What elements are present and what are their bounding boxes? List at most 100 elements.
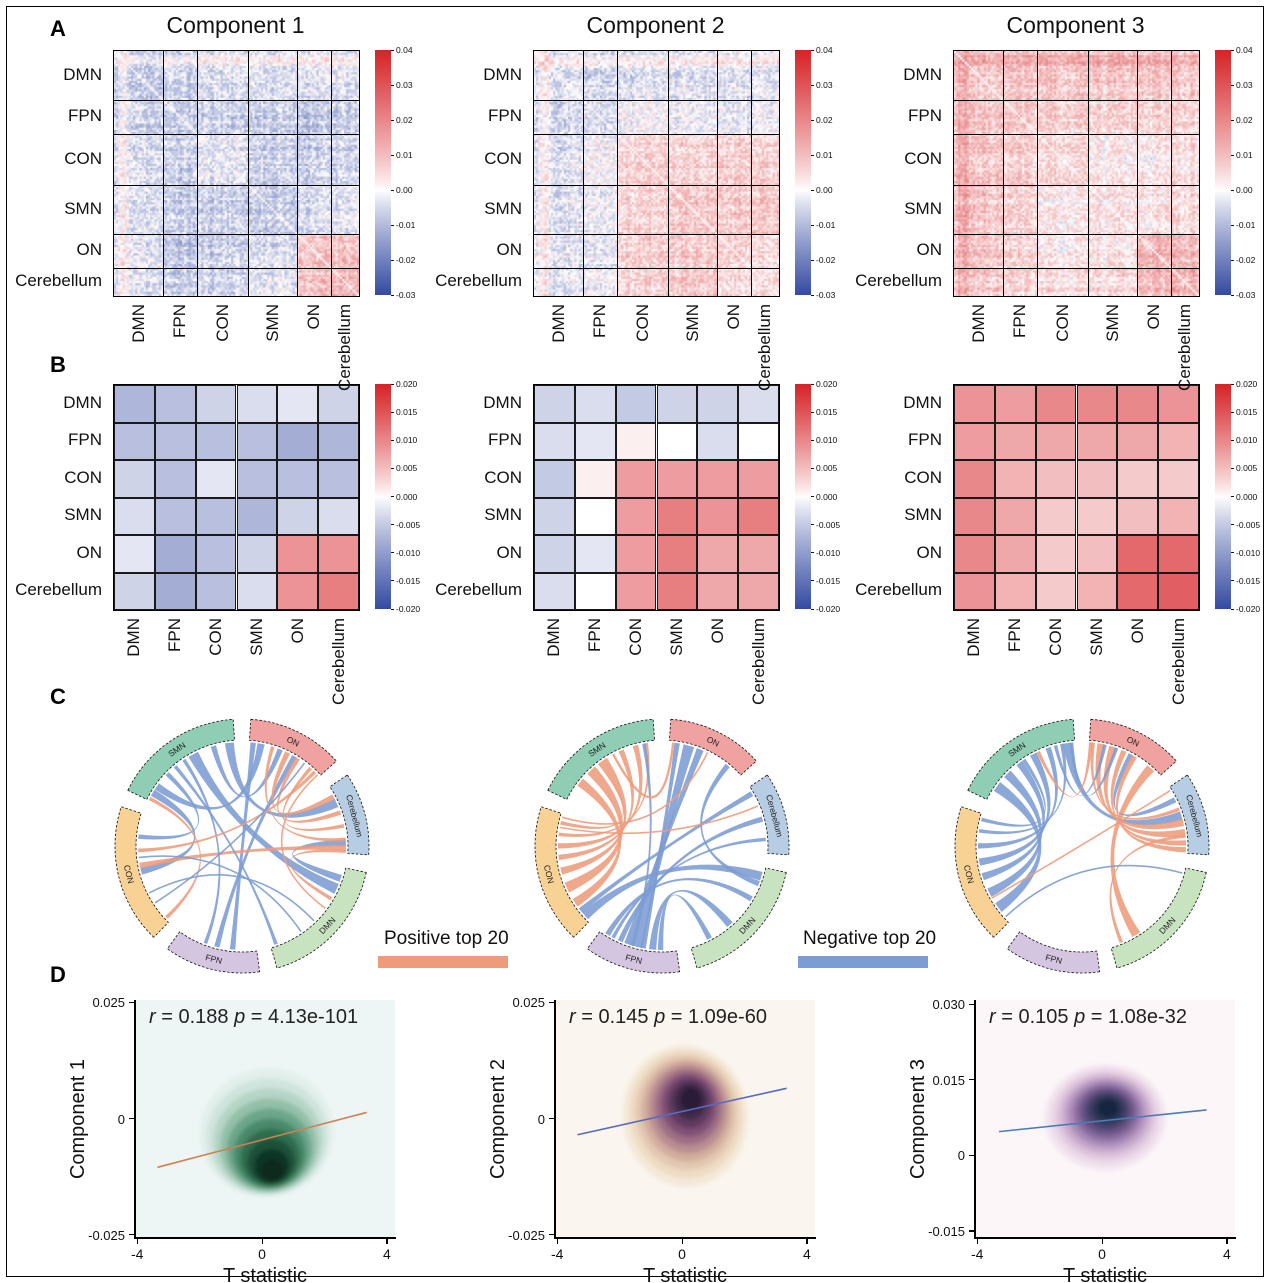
colorbar-tick-label: -0.010 <box>816 547 841 558</box>
network-cell <box>738 460 779 498</box>
x-tick-label: 4 <box>802 1246 811 1262</box>
network-cell <box>195 572 237 610</box>
chord-neg <box>210 745 283 798</box>
block-gridline <box>751 51 753 296</box>
chord-pos <box>1103 745 1186 838</box>
network-cell <box>994 385 1036 423</box>
density-plot-1 <box>135 1000 395 1237</box>
density-ring <box>260 1159 284 1182</box>
network-arc-fpn <box>586 931 681 974</box>
network-cell <box>697 460 739 498</box>
network-cell <box>574 460 616 498</box>
colorbar-tick-mark <box>391 496 394 497</box>
figure-border <box>6 6 1264 1277</box>
x-tick-mark <box>1226 1239 1228 1244</box>
x-tick-label: 0 <box>258 1246 266 1262</box>
network-cell <box>114 460 155 498</box>
network-arc-dmn <box>270 867 367 969</box>
network-arc-con <box>954 806 1009 938</box>
network-cell <box>277 385 319 423</box>
colorbar-tick-label: -0.010 <box>396 547 421 558</box>
panel-b-row-label: FPN <box>68 430 102 450</box>
network-arc-con <box>114 806 169 938</box>
network-cell <box>656 572 698 610</box>
panel-b-col-label: CON <box>206 618 226 656</box>
colorbar-tick-label: -0.01 <box>1236 220 1256 230</box>
panel-b-col-label: SMN <box>1086 618 1106 656</box>
x-tick-label: 4 <box>1222 1246 1231 1262</box>
colorbar-tick-mark <box>391 189 394 191</box>
network-cell <box>154 385 196 423</box>
edge-heatmap-1 <box>113 50 360 297</box>
network-cell <box>277 460 319 498</box>
block-gridline <box>297 51 299 296</box>
block-gridline <box>114 134 359 136</box>
colorbar-tick-mark <box>811 49 814 51</box>
network-cell <box>615 385 657 423</box>
stat-p-symbol: p <box>654 1006 666 1028</box>
network-cell <box>1076 422 1118 460</box>
chord-pos <box>1110 749 1186 846</box>
network-cell <box>656 535 698 573</box>
network-cell <box>1035 497 1077 535</box>
block-gridline <box>1037 51 1039 296</box>
colorbar-tick-label: -0.010 <box>1236 547 1261 558</box>
panel-b-col-label: Cerebellum <box>328 618 348 705</box>
panel-a-col-label: FPN <box>170 304 190 338</box>
panel-a-row-label: FPN <box>68 106 102 126</box>
network-cell <box>954 535 995 573</box>
network-cell <box>994 497 1036 535</box>
panel-b-row-label: Cerebellum <box>15 580 102 600</box>
network-cell <box>656 422 698 460</box>
network-cell <box>277 572 319 610</box>
chord-pos <box>277 757 342 823</box>
panel-a-col-label: FPN <box>590 304 610 338</box>
network-cell <box>236 385 278 423</box>
colorbar-tick-label: 0.02 <box>396 115 413 125</box>
x-tick-label: -4 <box>130 1246 144 1262</box>
panel-label-a: A <box>50 16 66 41</box>
colorbar-tick-label: -0.03 <box>396 290 416 300</box>
colorbar-tick-label: -0.01 <box>396 220 416 230</box>
x-axis-spine <box>554 1237 816 1239</box>
y-axis-spine <box>554 1000 556 1238</box>
network-cell <box>697 422 739 460</box>
panel-b-col-label: SMN <box>666 618 686 656</box>
y-axis-label: Component 2 <box>487 1058 509 1179</box>
panel-b-col-label: DMN <box>544 618 564 657</box>
panel-a-col-label: ON <box>724 304 744 330</box>
network-arc-smn <box>127 718 236 801</box>
chord-neg <box>987 770 1042 897</box>
legend-positive-label: Positive top 20 <box>384 928 509 949</box>
network-cell <box>697 385 739 423</box>
colorbar-tick-mark <box>391 524 394 526</box>
panel-b-col-label: FPN <box>165 618 185 652</box>
colorbar-tick-mark <box>811 259 814 261</box>
network-cell <box>615 460 657 498</box>
block-gridline <box>534 268 779 270</box>
network-cell <box>994 460 1036 498</box>
colorbar-tick-label: 0.04 <box>816 45 833 55</box>
colorbar-tick-label: -0.020 <box>396 604 421 614</box>
network-cell <box>534 422 575 460</box>
colorbar-tick-label: 0.020 <box>396 379 418 389</box>
y-tick-mark <box>129 1118 134 1120</box>
panel-a-col-label: FPN <box>1010 304 1030 338</box>
panel-label-b: B <box>50 352 66 377</box>
network-cell <box>615 422 657 460</box>
colorbar-tick-mark <box>811 154 814 156</box>
y-tick-mark <box>969 1154 974 1156</box>
x-tick-label: 0 <box>678 1246 686 1262</box>
chord-pos <box>1090 742 1180 820</box>
x-axis-spine <box>134 1237 396 1239</box>
x-axis-label: T statistic <box>222 1265 308 1283</box>
colorbar-tick-mark <box>1231 552 1234 554</box>
colorbar-tick-label: 0.00 <box>396 185 413 195</box>
network-cell <box>154 497 196 535</box>
y-tick-label: 0 <box>537 1111 545 1127</box>
title-component-3: Component 3 <box>1006 12 1145 38</box>
network-cell <box>1158 422 1199 460</box>
y-tick-label: 0 <box>957 1148 965 1164</box>
y-tick-label: 0.015 <box>932 1072 965 1088</box>
